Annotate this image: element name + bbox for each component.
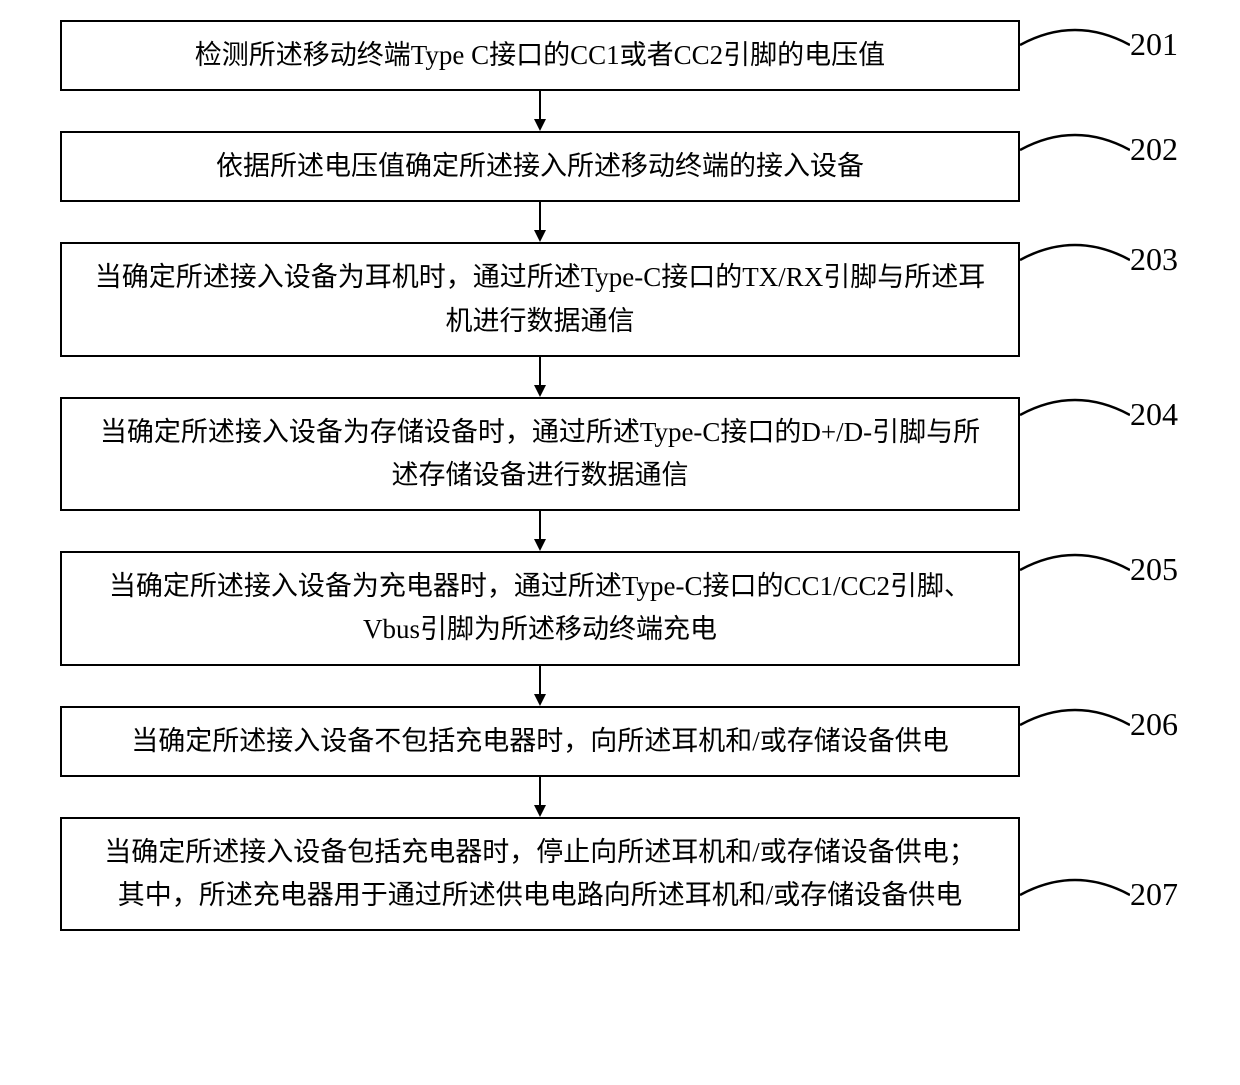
step-text: 检测所述移动终端Type C接口的CC1或者CC2引脚的电压值 [195,40,885,70]
connector [60,357,1020,397]
step-box: 依据所述电压值确定所述接入所述移动终端的接入设备 [60,131,1020,202]
connector [60,666,1020,706]
connector [60,777,1020,817]
step-label-201: 201 [1130,28,1178,60]
step-label-203: 203 [1130,243,1178,275]
step-204: 当确定所述接入设备为存储设备时，通过所述Type-C接口的D+/D-引脚与所述存… [60,397,1180,511]
step-box: 当确定所述接入设备为耳机时，通过所述Type-C接口的TX/RX引脚与所述耳机进… [60,242,1020,356]
step-label-202: 202 [1130,133,1178,165]
step-202: 依据所述电压值确定所述接入所述移动终端的接入设备 [60,131,1180,202]
flowchart-container: 检测所述移动终端Type C接口的CC1或者CC2引脚的电压值 依据所述电压值确… [60,20,1180,931]
step-207: 当确定所述接入设备包括充电器时，停止向所述耳机和/或存储设备供电；其中，所述充电… [60,817,1180,931]
step-text: 当确定所述接入设备不包括充电器时，向所述耳机和/或存储设备供电 [131,726,949,756]
step-box: 当确定所述接入设备为充电器时，通过所述Type-C接口的CC1/CC2引脚、Vb… [60,551,1020,665]
step-box: 检测所述移动终端Type C接口的CC1或者CC2引脚的电压值 [60,20,1020,91]
arrow-down-icon [530,357,550,397]
connector [60,202,1020,242]
step-text: 当确定所述接入设备为耳机时，通过所述Type-C接口的TX/RX引脚与所述耳机进… [95,262,986,335]
connector [60,511,1020,551]
arrow-down-icon [530,91,550,131]
arrow-down-icon [530,666,550,706]
step-206: 当确定所述接入设备不包括充电器时，向所述耳机和/或存储设备供电 [60,706,1180,777]
step-box: 当确定所述接入设备不包括充电器时，向所述耳机和/或存储设备供电 [60,706,1020,777]
step-text: 依据所述电压值确定所述接入所述移动终端的接入设备 [216,151,864,181]
arrow-down-icon [530,202,550,242]
arrow-down-icon [530,511,550,551]
step-201: 检测所述移动终端Type C接口的CC1或者CC2引脚的电压值 [60,20,1180,91]
step-label-205: 205 [1130,553,1178,585]
step-box: 当确定所述接入设备包括充电器时，停止向所述耳机和/或存储设备供电；其中，所述充电… [60,817,1020,931]
step-box: 当确定所述接入设备为存储设备时，通过所述Type-C接口的D+/D-引脚与所述存… [60,397,1020,511]
arrow-down-icon [530,777,550,817]
step-text: 当确定所述接入设备包括充电器时，停止向所述耳机和/或存储设备供电；其中，所述充电… [104,837,976,910]
step-205: 当确定所述接入设备为充电器时，通过所述Type-C接口的CC1/CC2引脚、Vb… [60,551,1180,665]
step-label-204: 204 [1130,398,1178,430]
connector [60,91,1020,131]
step-203: 当确定所述接入设备为耳机时，通过所述Type-C接口的TX/RX引脚与所述耳机进… [60,242,1180,356]
step-label-207: 207 [1130,878,1178,910]
step-label-206: 206 [1130,708,1178,740]
step-text: 当确定所述接入设备为存储设备时，通过所述Type-C接口的D+/D-引脚与所述存… [100,417,980,490]
step-text: 当确定所述接入设备为充电器时，通过所述Type-C接口的CC1/CC2引脚、Vb… [109,571,971,644]
